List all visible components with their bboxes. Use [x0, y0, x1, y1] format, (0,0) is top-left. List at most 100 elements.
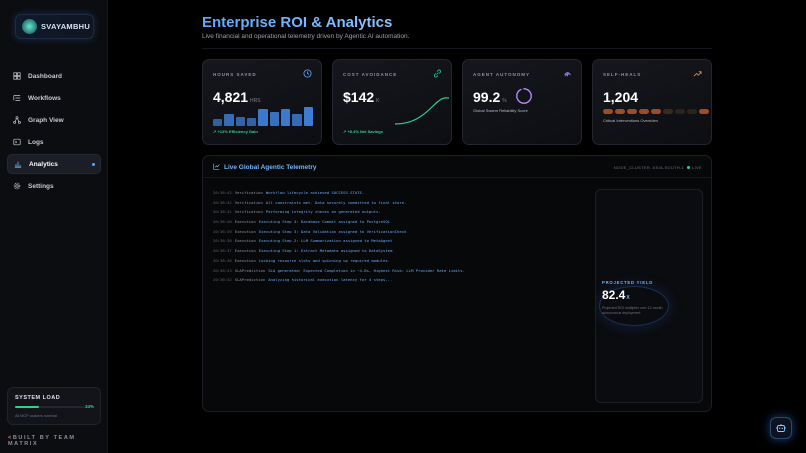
log-source: Verification — [234, 199, 263, 205]
yield-unit: X — [626, 295, 630, 301]
system-load-fill — [15, 406, 39, 408]
log-source: Execution — [234, 228, 256, 234]
yield-label: PROJECTED YIELD — [602, 280, 654, 285]
card-subtitle: Global Swarm Reliability Score — [473, 108, 528, 113]
log-line: 20:36:41 Verification Performing integrity… — [213, 207, 593, 217]
yield-number: 82.4 — [602, 288, 626, 302]
hours-value: 4,821 — [213, 89, 249, 105]
card-label: SELF-HEALS — [603, 72, 642, 77]
log-source: Execution — [234, 257, 256, 263]
live-label: LIVE — [692, 165, 702, 170]
telemetry-header: Live Global Agentic Telemetry NODE_CLUST… — [203, 156, 711, 178]
system-load-title: SYSTEM LOAD — [15, 395, 61, 401]
hours-bar — [246, 118, 257, 126]
log-source: Verification — [234, 209, 263, 215]
bar-chart-icon — [14, 161, 22, 168]
self-heal-pill — [687, 109, 697, 114]
yield-value: 82.4X — [602, 288, 630, 302]
self-heal-pill — [615, 109, 625, 114]
yield-glow — [599, 286, 669, 326]
log-timestamp: 20:36:36 — [213, 257, 232, 263]
page-subtitle: Live financial and operational telemetry… — [202, 33, 410, 40]
header-divider — [202, 48, 712, 49]
log-source: Verification — [234, 190, 263, 195]
self-heals-card: SELF-HEALS 1,204 Critical Interventions … — [592, 59, 712, 145]
hours-bar — [235, 117, 245, 126]
card-value: 1,204 — [603, 89, 638, 105]
hours-bar-chart — [213, 106, 313, 126]
log-line: 20:36:42 Verification Workflow lifecycle a… — [213, 188, 593, 198]
log-message: SLA generated: Expected Completion in ~4… — [268, 267, 465, 273]
self-heal-pill — [663, 109, 673, 114]
cluster-status: NODE_CLUSTER: ASIA-SOUTH-1 LIVE — [614, 165, 702, 170]
log-timestamp: 20:36:38 — [213, 238, 232, 244]
page-title: Enterprise ROI & Analytics — [202, 14, 393, 31]
system-load-card: SYSTEM LOAD 34% All MCP clusters nominal — [7, 387, 101, 425]
self-heal-pill — [675, 109, 685, 114]
brain-logo-icon — [22, 19, 37, 34]
card-value: 99.2% — [473, 89, 507, 105]
sidebar-item-label: Dashboard — [28, 72, 62, 80]
card-label: COST AVOIDANCE — [343, 72, 398, 77]
log-line: 20:36:36 Execution Locking resource slots … — [213, 256, 593, 266]
log-timestamp: 20:36:41 — [213, 209, 232, 215]
brand-logo[interactable]: SVAYAMBHU — [15, 14, 94, 39]
log-timestamp: 20:36:32 — [213, 277, 232, 283]
system-load-percent: 34% — [84, 404, 94, 409]
log-source: Execution — [234, 238, 256, 244]
sidebar-item-settings[interactable]: Settings — [7, 176, 101, 196]
log-message: Locking resource slots and spinning up r… — [258, 257, 391, 263]
cost-value: $142 — [343, 89, 375, 105]
self-heal-indicators — [603, 109, 709, 114]
log-message: Executing Step 2: LLM Summarization assi… — [258, 238, 393, 244]
telemetry-log-list[interactable]: 20:36:42 Verification Workflow lifecycle a… — [213, 188, 593, 285]
hours-bar — [303, 107, 313, 126]
log-timestamp: 20:36:39 — [213, 228, 232, 234]
projected-yield-card: PROJECTED YIELD 82.4X Projected ROI mult… — [595, 189, 703, 403]
log-message: Executing Step 3: Data Validation assign… — [258, 228, 407, 234]
terminal-icon — [13, 138, 21, 146]
yield-subtitle: Projected ROI multiplier over 12-month a… — [602, 306, 663, 315]
log-timestamp: 20:36:33 — [213, 267, 232, 273]
log-message: Performing integrity checks on generated… — [265, 209, 381, 215]
graph-icon — [13, 116, 21, 124]
clock-icon — [303, 69, 312, 78]
dashboard-icon — [13, 72, 21, 80]
assistant-bot-button[interactable] — [770, 417, 792, 439]
log-message: Workflow lifecycle achieved SUCCESS STAT… — [265, 190, 365, 195]
system-load-subtitle: All MCP clusters nominal — [15, 414, 58, 418]
sidebar-item-workflows[interactable]: Workflows — [7, 88, 101, 108]
card-unit: K — [376, 98, 380, 104]
sidebar-item-dashboard[interactable]: Dashboard — [7, 66, 101, 86]
sidebar: SVAYAMBHU Dashboard Workflows Graph View… — [0, 0, 108, 453]
fingerprint-icon — [564, 72, 571, 77]
log-line: 20:36:39 Execution Executing Step 3: Data … — [213, 227, 593, 237]
log-message: Analyzing historical execution latency f… — [268, 277, 393, 283]
log-line: 20:36:40 Execution Executing Step 4: Datab… — [213, 217, 593, 227]
credit-prefix: < — [8, 435, 13, 441]
self-heal-pill — [699, 109, 709, 114]
trending-up-icon — [693, 71, 702, 77]
system-load-bar — [15, 406, 85, 408]
self-heal-pill — [603, 109, 613, 114]
card-subtitle: Critical Interventions Overriden — [603, 118, 658, 123]
sidebar-item-label: Settings — [28, 182, 54, 190]
log-timestamp: 20:36:42 — [213, 190, 232, 195]
activity-icon — [213, 163, 220, 170]
card-label: AGENT AUTONOMY — [473, 72, 531, 77]
hours-bar — [258, 109, 268, 126]
card-unit: HRS — [250, 98, 261, 104]
log-line: 20:36:32 SLAPrediction Analyzing historica… — [213, 275, 593, 285]
log-line: 20:36:33 SLAPrediction SLA generated: Expe… — [213, 266, 593, 276]
log-message: Executing Step 1: Extract Metadata assig… — [258, 248, 393, 254]
log-source: Execution — [234, 219, 256, 225]
card-unit: % — [502, 98, 507, 104]
log-timestamp: 20:36:40 — [213, 219, 232, 225]
sidebar-item-analytics[interactable]: Analytics — [7, 154, 101, 174]
sidebar-item-label: Analytics — [29, 160, 58, 168]
sidebar-item-graph-view[interactable]: Graph View — [7, 110, 101, 130]
sidebar-item-logs[interactable]: Logs — [7, 132, 101, 152]
hours-bar — [280, 109, 291, 126]
card-trend: ↗ +8.4% Net Savings — [343, 129, 383, 134]
hours-bar — [224, 114, 234, 126]
